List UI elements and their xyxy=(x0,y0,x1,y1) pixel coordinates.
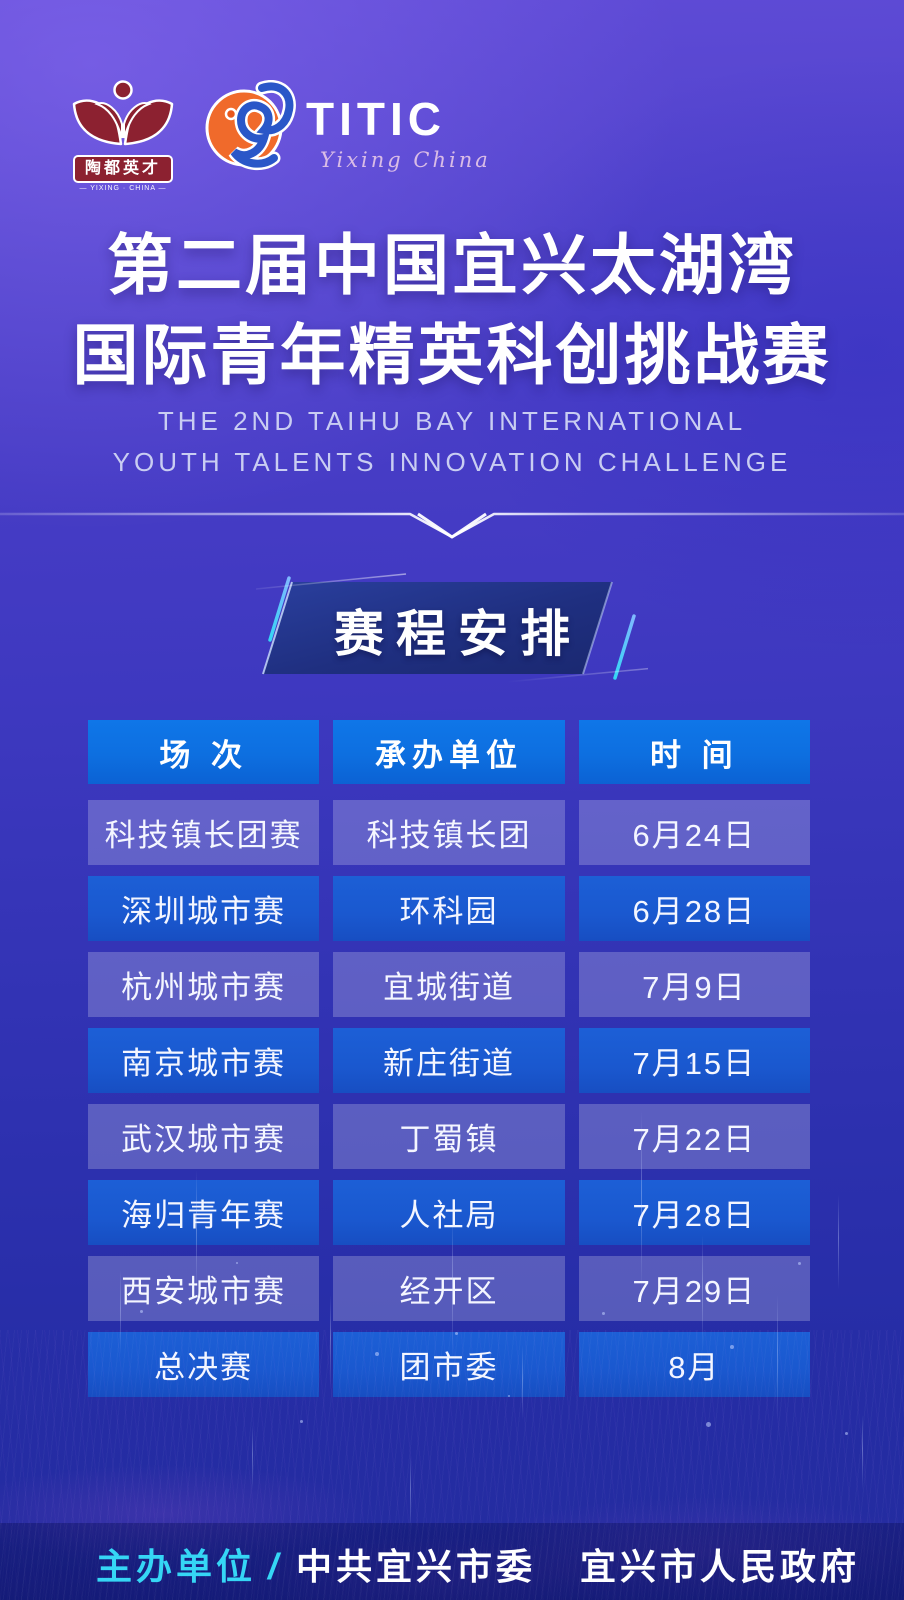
time-cell: 7月22日 xyxy=(578,1104,810,1169)
footer-separator: / xyxy=(268,1546,283,1587)
section-badge-label: 赛程安排 xyxy=(334,606,582,662)
header-logos: 陶都英才 — YIXING · CHINA — TITIC Yixing Chi… xyxy=(64,80,491,192)
titic-logo-subtitle: Yixing China xyxy=(320,148,491,172)
footer-host-1: 中共宜兴市委 xyxy=(296,1546,537,1587)
light-streak xyxy=(252,1425,253,1490)
particle-dot xyxy=(300,1420,303,1423)
light-streak xyxy=(862,1415,863,1490)
table-row: 科技镇长团赛 科技镇长团 6月24日 xyxy=(88,800,810,865)
time-cell: 7月9日 xyxy=(578,952,810,1017)
titic-swirl-icon xyxy=(205,80,296,171)
table-row: 深圳城市赛 环科园 6月28日 xyxy=(88,876,810,941)
organizer-cell: 新庄街道 xyxy=(333,1028,565,1093)
session-cell: 南京城市赛 xyxy=(88,1028,320,1093)
taodu-talents-logo: 陶都英才 — YIXING · CHINA — xyxy=(64,80,182,192)
subtitle-en-line2: YOUTH TALENTS INNOVATION CHALLENGE xyxy=(112,447,792,477)
organizer-cell: 丁蜀镇 xyxy=(333,1104,565,1169)
table-row: 西安城市赛 经开区 7月29日 xyxy=(88,1256,810,1321)
session-cell: 西安城市赛 xyxy=(88,1256,320,1321)
header-session: 场 次 xyxy=(88,720,320,784)
section-badge-shape xyxy=(256,573,648,683)
time-cell: 6月28日 xyxy=(578,876,810,941)
session-cell: 深圳城市赛 xyxy=(88,876,320,941)
subtitle-en-line1: THE 2ND TAIHU BAY INTERNATIONAL xyxy=(157,406,747,436)
footer-host-2: 宜兴市人民政府 xyxy=(580,1546,861,1587)
footer-label: 主办单位 xyxy=(96,1546,257,1587)
time-cell: 6月24日 xyxy=(578,800,810,865)
header-organizer: 承办单位 xyxy=(333,720,565,784)
table-row: 武汉城市赛 丁蜀镇 7月22日 xyxy=(88,1104,810,1169)
time-cell: 7月15日 xyxy=(578,1028,810,1093)
light-streak xyxy=(838,1195,839,1290)
section-badge: 赛程安排 xyxy=(256,570,648,686)
taodu-flower-icon xyxy=(72,80,174,146)
particle-dot xyxy=(706,1422,711,1427)
taodu-logo-subtext: — YIXING · CHINA — xyxy=(79,185,167,193)
table-row: 海归青年赛 人社局 7月28日 xyxy=(88,1180,810,1245)
organizer-cell: 宜城街道 xyxy=(333,952,565,1017)
session-cell: 杭州城市赛 xyxy=(88,952,320,1017)
organizer-cell: 环科园 xyxy=(333,876,565,941)
time-cell: 7月29日 xyxy=(578,1256,810,1321)
organizer-cell: 科技镇长团 xyxy=(333,800,565,865)
table-row: 南京城市赛 新庄街道 7月15日 xyxy=(88,1028,810,1093)
particle-dot xyxy=(845,1432,848,1435)
schedule-header-row: 场 次 承办单位 时 间 xyxy=(88,720,810,784)
session-cell: 总决赛 xyxy=(88,1332,320,1397)
session-cell: 武汉城市赛 xyxy=(88,1104,320,1169)
taodu-logo-label: 陶都英才 xyxy=(73,155,173,184)
titic-logo: TITIC Yixing China xyxy=(204,80,491,176)
time-cell: 8月 xyxy=(578,1332,810,1397)
time-cell: 7月28日 xyxy=(578,1180,810,1245)
session-cell: 科技镇长团赛 xyxy=(88,800,320,865)
main-title-line1: 第二届中国宜兴太湖湾 xyxy=(107,228,797,302)
main-title-line2: 国际青年精英科创挑战赛 xyxy=(72,318,832,392)
organizer-cell: 团市委 xyxy=(333,1332,565,1397)
organizer-cell: 经开区 xyxy=(333,1256,565,1321)
schedule-rows: 科技镇长团赛 科技镇长团 6月24日 深圳城市赛 环科园 6月28日 杭州城市赛… xyxy=(88,800,810,1397)
divider-chevron-line xyxy=(0,512,904,539)
session-cell: 海归青年赛 xyxy=(88,1180,320,1245)
footer-hosts-line: 主办单位 / 中共宜兴市委 宜兴市人民政府 xyxy=(96,1538,860,1590)
organizer-cell: 人社局 xyxy=(333,1180,565,1245)
table-row: 杭州城市赛 宜城街道 7月9日 xyxy=(88,952,810,1017)
schedule-table: 场 次 承办单位 时 间 科技镇长团赛 科技镇长团 6月24日 深圳城市赛 环科… xyxy=(88,720,810,1397)
light-streak xyxy=(410,1455,411,1530)
header-time: 时 间 xyxy=(578,720,810,784)
titic-logo-texts: TITIC Yixing China xyxy=(306,80,491,172)
table-row: 总决赛 团市委 8月 xyxy=(88,1332,810,1397)
titic-logo-title: TITIC xyxy=(306,93,446,145)
footer-band xyxy=(0,1523,904,1600)
